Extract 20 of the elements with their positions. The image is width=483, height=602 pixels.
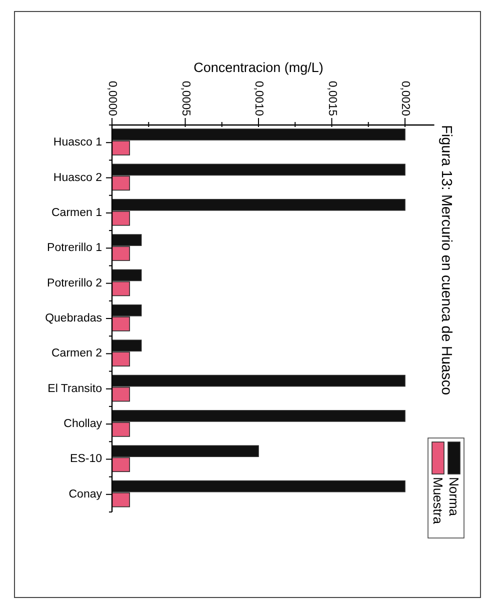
y-tick-label: El Transito: [48, 382, 102, 395]
y-tick-label: Potrerillo 2: [47, 277, 102, 290]
y-tick-label: Potrerillo 1: [47, 242, 102, 254]
y-tick-label: Quebradas: [45, 312, 102, 324]
text: Muestra: [430, 477, 446, 525]
text: Figura 13: Mercurio en cuenca de Huasco: [438, 125, 454, 396]
y-tick-label: ES-10: [70, 453, 102, 466]
y-tick-label: Chollay: [64, 418, 102, 430]
text: Norma: [446, 477, 462, 517]
x-tick-label: 0,0010: [252, 80, 264, 116]
y-tick-label: Carmen 1: [52, 206, 102, 219]
y-tick-label: Huasco 2: [53, 172, 102, 184]
y-tick-label: Conay: [68, 488, 102, 500]
x-tick-label: 0,0020: [399, 80, 411, 116]
x-tick-label: 0,0015: [326, 80, 338, 116]
x-tick-label: 0,0000: [106, 80, 118, 116]
y-tick-label: Huasco 1: [53, 136, 102, 149]
x-tick-label: 0,0005: [179, 80, 192, 116]
x-axis-title: Concentracion (mg/L): [194, 60, 324, 75]
y-tick-label: Carmen 2: [52, 348, 102, 360]
